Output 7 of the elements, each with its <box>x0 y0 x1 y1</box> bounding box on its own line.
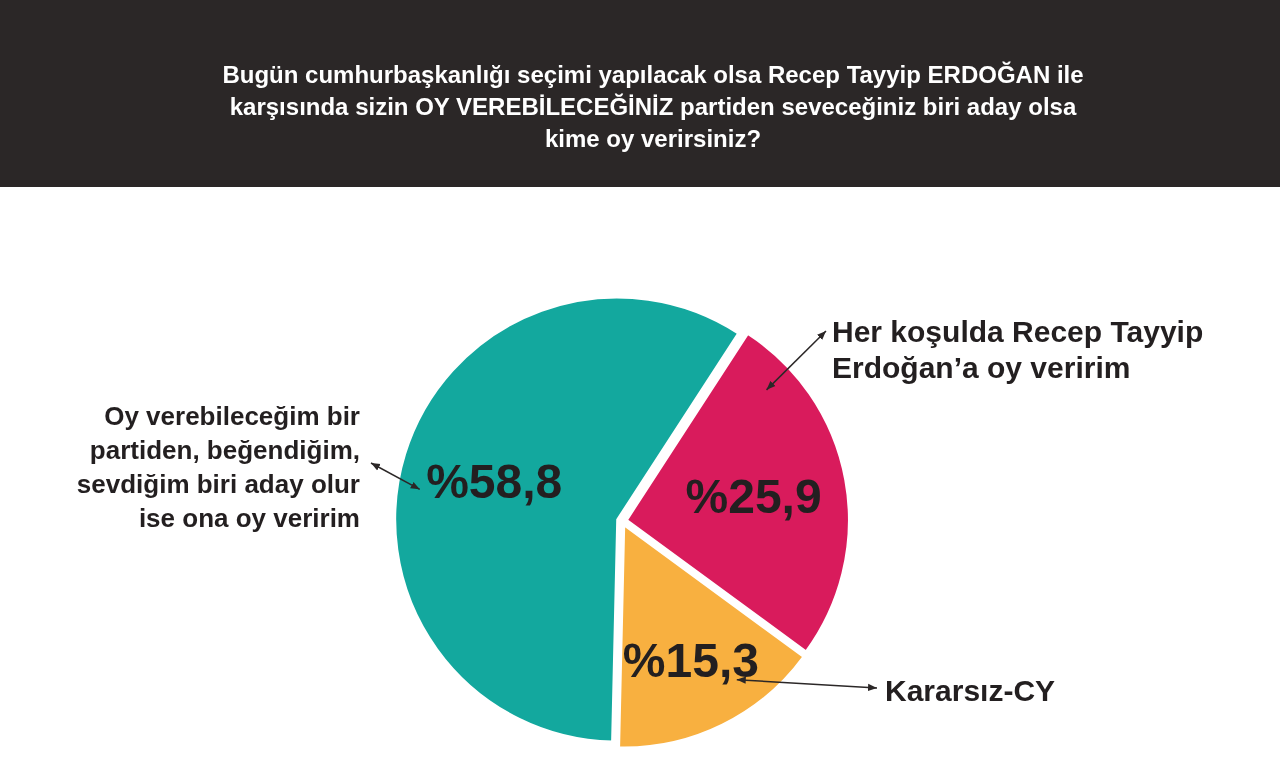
data-label: %25,9 <box>685 470 822 524</box>
chart-title: Bugün cumhurbaşkanlığı seçimi yapılacak olsa Recep Tayyip ERDOĞAN ile karşısında sizin OY VEREBİLECEĞİNİZ partiden seveceğiniz biri aday olsa kime oy verirsiniz? <box>222 61 1084 152</box>
slice-label: Kararsız-CY <box>885 674 1056 707</box>
slice-label: Oy verebileceğim bir partiden, beğendiğim, sevdiğim biri aday olur ise ona oy veririm <box>76 401 360 533</box>
data-label: %15,3 <box>622 634 759 688</box>
data-label: %58,8 <box>426 455 563 509</box>
slice-label: Her koşulda Recep Tayyip Erdoğan’a oy veririm <box>832 315 1204 384</box>
